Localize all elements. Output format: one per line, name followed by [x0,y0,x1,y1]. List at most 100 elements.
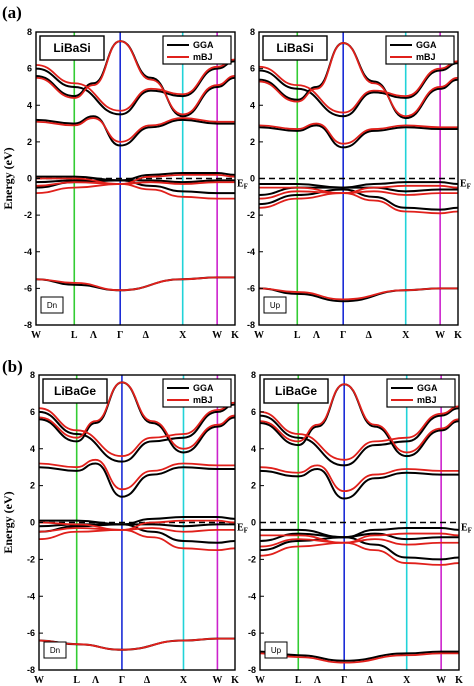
y-tick-label: 2 [27,137,32,147]
y-tick-label: -6 [248,628,256,638]
legend-label: mBJ [193,395,213,405]
kpoint-label: L [71,330,78,341]
y-tick-label: -8 [27,665,35,675]
gga-band-0 [260,650,459,662]
chart-title: LiBaSi [276,41,313,55]
y-tick-label: 6 [251,407,256,417]
gga-band-1 [39,523,235,544]
kpoint-label: X [402,330,410,341]
legend-box [162,35,232,65]
y-tick-label: 8 [251,370,256,380]
title-box [42,378,108,404]
kpoint-label: W [212,330,222,341]
gga-band-0 [259,287,458,303]
mbj-band-0 [39,637,235,651]
kpoint-label: X [403,675,411,686]
kpoint-label: L [294,330,301,341]
mbj-band-3 [36,173,235,185]
kpoint-label: W [435,330,445,341]
mbj-band-6 [260,405,459,461]
gga-band-2 [260,532,459,542]
y-tick-label: 0 [250,174,255,184]
mbj-band-4 [39,458,235,491]
y-tick-label: -4 [247,247,255,257]
mbj-band-1 [260,541,459,566]
fermi-label: EF [237,523,248,535]
y-tick-label: -4 [248,591,256,601]
legend-label: mBJ [193,52,213,62]
mbj-band-1 [39,528,235,552]
gga-band-1 [260,536,459,561]
y-tick-label: -8 [247,320,255,330]
kpoint-label: L [295,675,302,686]
legend-box [385,35,455,65]
mbj-band-5 [259,42,458,118]
y-tick-label: -6 [247,283,255,293]
kpoint-label: Δ [367,675,374,686]
spin-box [264,641,288,659]
y-tick-label: -2 [247,210,255,220]
y-tick-label: -2 [248,554,256,564]
kpoint-label: Λ [92,675,100,686]
spin-box [43,641,67,659]
y-tick-label: 6 [30,407,35,417]
mbj-band-4 [260,464,459,493]
gga-band-3 [39,515,235,526]
y-tick-label: 6 [250,64,255,74]
spin-label: Up [271,646,282,655]
y-axis-label: Energy (eV) [1,491,15,553]
mbj-band-3 [260,532,459,544]
mbj-band-5 [36,40,235,116]
gga-band-4 [259,124,458,149]
legend-box [162,378,232,408]
chart-title: LiBaSi [53,41,90,55]
legend-label: mBJ [416,52,436,62]
panel-letter-a: (a) [2,3,22,22]
kpoint-label: W [31,330,41,341]
y-tick-label: -8 [248,665,256,675]
y-tick-label: 4 [250,100,255,110]
kpoint-label: Λ [314,675,322,686]
y-tick-label: 2 [30,481,35,491]
mbj-band-2 [36,181,235,187]
bands [260,383,459,664]
mbj-band-5 [260,383,459,454]
y-tick-label: -4 [27,591,35,601]
title-box [39,35,105,61]
kpoint-label: K [455,675,463,686]
spin-label: Up [270,301,281,310]
spin-label: Dn [47,301,57,310]
gga-band-6 [36,60,235,116]
kpoint-label: X [180,675,188,686]
kpoint-label: Δ [143,330,150,341]
gga-band-4 [36,115,235,147]
mbj-band-3 [259,184,458,195]
legend-label: GGA [193,40,214,50]
kpoint-label: L [73,675,80,686]
mbj-band-0 [260,652,459,664]
mbj-band-0 [259,287,458,301]
bands [259,41,458,303]
kpoint-label: Γ [117,330,123,341]
y-tick-label: 2 [250,137,255,147]
kpoint-label: Λ [90,330,98,341]
kpoint-label: Γ [341,675,347,686]
y-tick-label: -4 [24,247,32,257]
kpoint-label: Δ [144,675,151,686]
kpoint-label: W [254,330,264,341]
y-tick-label: -8 [24,320,32,330]
bands [36,40,235,292]
gga-band-6 [260,407,459,467]
legend-box [386,378,456,408]
y-tick-label: 4 [30,444,35,454]
mbj-band-4 [36,117,235,143]
kpoint-label: Γ [340,330,346,341]
kpoint-label: W [436,675,446,686]
mbj-band-2 [259,190,458,200]
y-tick-label: 4 [27,100,32,110]
y-tick-label: 8 [250,27,255,37]
